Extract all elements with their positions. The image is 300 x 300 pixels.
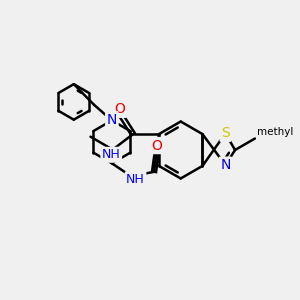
Text: S: S: [221, 126, 230, 140]
Text: NH: NH: [102, 148, 121, 161]
Text: N: N: [107, 113, 117, 127]
Text: methyl: methyl: [257, 127, 293, 137]
Text: N: N: [220, 158, 231, 172]
Text: NH: NH: [126, 173, 145, 186]
Text: O: O: [152, 139, 162, 153]
Text: O: O: [115, 102, 125, 116]
